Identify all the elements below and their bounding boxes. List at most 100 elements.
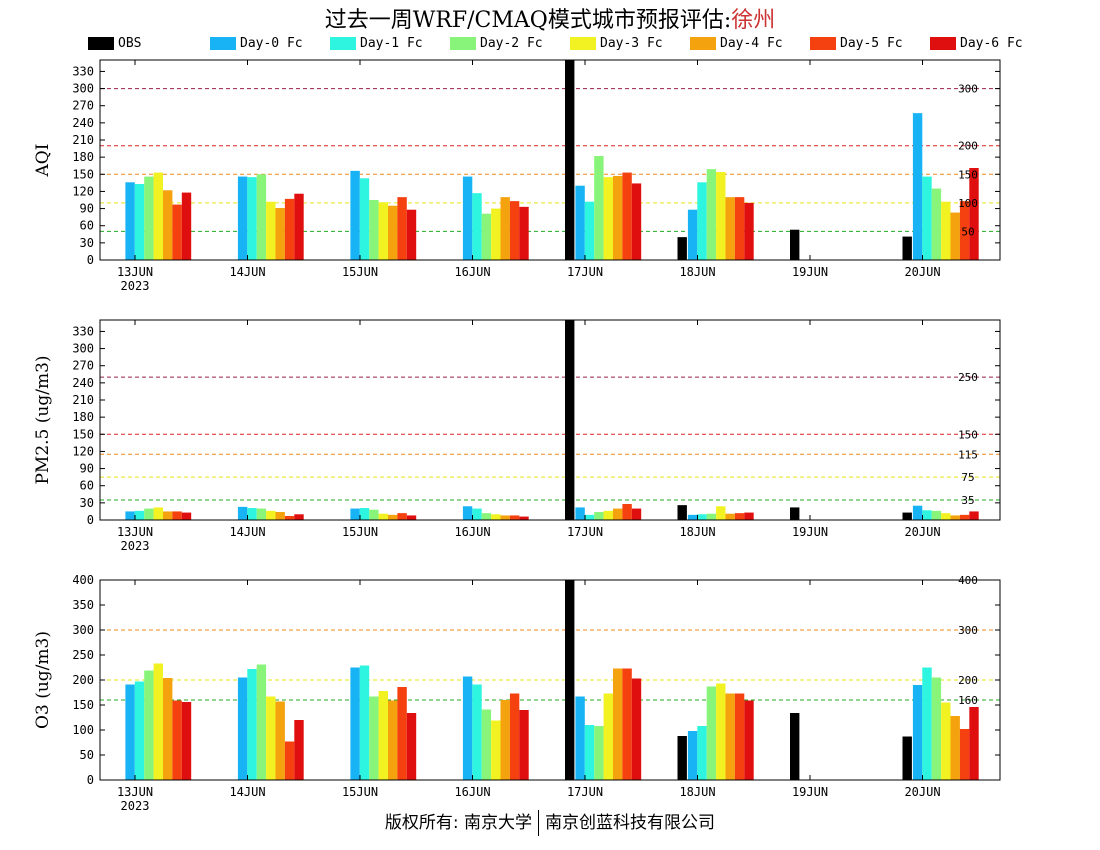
bar <box>284 516 295 520</box>
bar <box>284 741 295 780</box>
x-tick-label: 18JUN <box>679 785 715 799</box>
footer-right: 南京创蓝科技有限公司 <box>545 813 716 833</box>
legend-label: OBS <box>118 36 142 51</box>
bar <box>969 511 979 520</box>
bar <box>931 188 942 260</box>
bar <box>500 515 510 520</box>
y-tick-label: 240 <box>72 376 94 390</box>
x-tick-label: 17JUN <box>567 785 603 799</box>
bar <box>565 580 575 780</box>
bar <box>969 168 979 260</box>
bar <box>172 204 182 260</box>
bar <box>125 182 135 260</box>
footer-left: 版权所有: 南京大学 <box>384 813 533 833</box>
bar <box>481 213 492 260</box>
title-city: 徐州 <box>731 8 776 33</box>
bar <box>359 178 370 260</box>
bar <box>706 686 717 780</box>
bar <box>677 505 687 520</box>
bar <box>172 511 182 520</box>
y-tick-label: 270 <box>72 359 94 373</box>
chart-panel: 16020030040005010015020025030035040013JU… <box>33 573 1001 813</box>
bar <box>677 237 687 260</box>
bar <box>631 678 642 780</box>
y-tick-label: 250 <box>72 648 94 662</box>
bar <box>491 208 501 260</box>
footer: 版权所有: 南京大学 南京创蓝科技有限公司 <box>0 808 1100 836</box>
y-tick-label: 330 <box>72 64 94 78</box>
bar <box>603 693 613 780</box>
bar <box>256 174 267 260</box>
bar <box>163 678 173 780</box>
bar <box>472 508 482 520</box>
bar <box>134 681 145 780</box>
bar <box>266 510 276 520</box>
bar <box>631 183 642 260</box>
reference-line-label: 250 <box>958 371 978 384</box>
legend-swatch <box>690 37 716 50</box>
bar <box>462 676 473 780</box>
bar <box>181 702 192 780</box>
bar <box>565 320 575 520</box>
bar <box>706 169 717 260</box>
y-tick-label: 400 <box>72 573 94 587</box>
bar <box>125 684 135 780</box>
y-tick-label: 210 <box>72 133 94 147</box>
bar <box>912 505 923 520</box>
bar <box>472 193 482 260</box>
bar <box>294 193 304 260</box>
bar <box>388 205 398 260</box>
y-tick-label: 0 <box>87 253 94 267</box>
bar <box>359 508 370 520</box>
bar <box>144 508 154 520</box>
reference-line-label: 200 <box>958 140 978 153</box>
bar <box>491 720 501 780</box>
bar <box>500 700 510 780</box>
y-tick-label: 180 <box>72 410 94 424</box>
y-tick-label: 180 <box>72 150 94 164</box>
bar <box>687 209 698 260</box>
bar <box>397 687 407 780</box>
x-tick-label: 18JUN <box>679 525 715 539</box>
bar <box>406 209 417 260</box>
bar <box>125 511 135 520</box>
bar <box>153 172 163 260</box>
x-tick-label: 14JUN <box>229 785 265 799</box>
bar <box>237 677 248 780</box>
bar <box>725 197 735 260</box>
bar <box>509 515 520 520</box>
y-axis-label: O3 (ug/m3) <box>33 631 53 729</box>
bar <box>744 512 754 520</box>
bar <box>790 713 800 780</box>
bar <box>481 709 492 780</box>
bar <box>734 197 745 260</box>
bar <box>697 726 707 780</box>
bar <box>256 664 267 780</box>
bar <box>275 512 285 520</box>
x-tick-label: 20JUN <box>904 265 940 279</box>
bar <box>677 736 687 780</box>
bar <box>369 200 379 260</box>
bar <box>575 185 585 260</box>
bar <box>603 177 613 260</box>
x-tick-label: 14JUN <box>229 525 265 539</box>
legend-swatch <box>450 37 476 50</box>
bar <box>594 726 604 780</box>
bar <box>294 514 304 520</box>
bar <box>350 667 360 780</box>
x-tick-label: 14JUN <box>229 265 265 279</box>
x-tick-label: 19JUN <box>792 525 828 539</box>
legend-label: Day-5 Fc <box>840 36 903 51</box>
bar <box>613 176 623 260</box>
reference-line-label: 300 <box>958 624 978 637</box>
bar <box>500 197 510 260</box>
bar <box>575 507 585 520</box>
bar <box>584 514 595 520</box>
reference-line-label: 35 <box>961 494 974 507</box>
y-tick-label: 120 <box>72 184 94 198</box>
chart-panel: 35 75 115 150 250 0 30 60 90 120 150 180 210 240 270 30… <box>33 319 1001 553</box>
footer-separator <box>538 810 540 836</box>
y-tick-label: 210 <box>72 393 94 407</box>
bar <box>134 184 145 260</box>
reference-line-label: 200 <box>958 674 978 687</box>
